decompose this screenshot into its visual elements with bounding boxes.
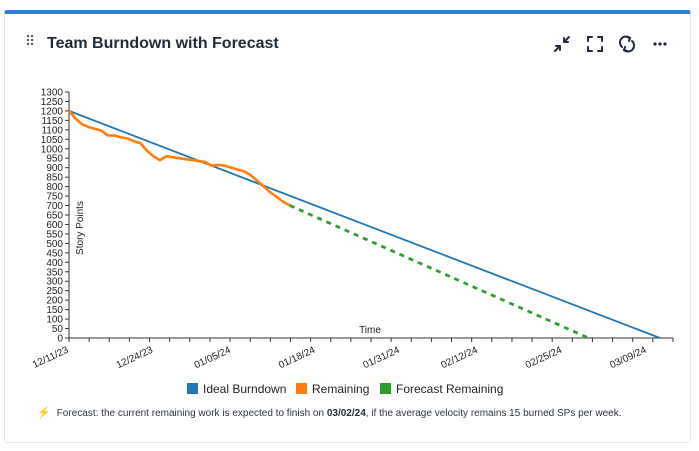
burndown-widget: ⠿ Team Burndown with Forecast bbox=[4, 10, 691, 443]
y-tick-label: 500 bbox=[46, 239, 63, 250]
x-axis-title: Time bbox=[359, 325, 381, 336]
legend-label: Ideal Burndown bbox=[203, 382, 286, 396]
more-icon[interactable] bbox=[650, 34, 670, 54]
y-axis-title: Story Points bbox=[75, 201, 86, 255]
legend-swatch bbox=[296, 383, 307, 394]
y-tick-label: 900 bbox=[46, 163, 63, 174]
x-tick-label: 03/09/24 bbox=[608, 345, 648, 372]
y-tick-label: 300 bbox=[46, 277, 63, 288]
legend-label: Remaining bbox=[312, 382, 369, 396]
x-tick-label: 12/11/23 bbox=[31, 345, 71, 371]
y-tick-label: 400 bbox=[46, 258, 63, 269]
y-tick-label: 1000 bbox=[41, 144, 64, 155]
y-tick-label: 1100 bbox=[41, 125, 63, 136]
y-tick-label: 50 bbox=[52, 324, 64, 335]
forecast-note: ⚡ Forecast: the current remaining work is… bbox=[37, 406, 621, 419]
y-tick-label: 550 bbox=[46, 229, 63, 240]
x-tick-label: 12/24/23 bbox=[115, 345, 155, 372]
y-tick-label: 650 bbox=[46, 211, 63, 222]
y-tick-label: 350 bbox=[46, 267, 63, 278]
x-tick-label: 01/05/24 bbox=[193, 345, 233, 372]
collapse-icon[interactable] bbox=[552, 34, 572, 54]
fullscreen-icon[interactable] bbox=[585, 34, 605, 54]
x-tick-label: 01/18/24 bbox=[277, 345, 317, 372]
y-tick-label: 1200 bbox=[41, 106, 64, 117]
y-tick-label: 1300 bbox=[41, 88, 64, 99]
series-line-remaining bbox=[68, 110, 291, 207]
drag-handle-icon[interactable]: ⠿ bbox=[25, 34, 35, 50]
lightning-icon: ⚡ bbox=[37, 407, 51, 419]
series-line-ideal-burndown bbox=[68, 110, 661, 339]
y-tick-label: 100 bbox=[46, 315, 63, 326]
y-tick-label: 1050 bbox=[41, 135, 64, 146]
forecast-note-suffix: , if the average velocity remains 15 bur… bbox=[365, 408, 622, 419]
widget-header: ⠿ Team Burndown with Forecast bbox=[5, 14, 690, 58]
series-line-forecast-remaining bbox=[289, 204, 590, 340]
y-tick-label: 800 bbox=[46, 182, 63, 193]
x-tick-label: 02/25/24 bbox=[524, 345, 564, 372]
legend-label: Forecast Remaining bbox=[396, 382, 503, 396]
y-tick-label: 1150 bbox=[41, 116, 63, 127]
y-tick-label: 750 bbox=[46, 192, 63, 203]
forecast-note-prefix: Forecast: the current remaining work is … bbox=[56, 408, 327, 419]
y-tick-label: 1250 bbox=[41, 97, 64, 108]
y-tick-label: 0 bbox=[57, 334, 63, 345]
y-tick-label: 150 bbox=[46, 305, 63, 316]
y-tick-label: 850 bbox=[46, 173, 63, 184]
widget-title: Team Burndown with Forecast bbox=[47, 35, 279, 52]
y-tick-label: 700 bbox=[46, 201, 63, 212]
x-tick-label: 01/31/24 bbox=[362, 345, 402, 372]
y-tick-label: 450 bbox=[46, 248, 63, 259]
y-tick-label: 600 bbox=[46, 220, 63, 231]
y-tick-label: 950 bbox=[46, 154, 63, 165]
legend-swatch bbox=[187, 383, 198, 394]
y-tick-label: 200 bbox=[46, 296, 63, 307]
x-tick-label: 02/12/24 bbox=[439, 345, 479, 372]
legend-swatch bbox=[380, 383, 391, 394]
refresh-icon[interactable] bbox=[617, 34, 637, 54]
forecast-date: 03/02/24 bbox=[326, 408, 366, 419]
y-tick-label: 250 bbox=[46, 286, 63, 297]
